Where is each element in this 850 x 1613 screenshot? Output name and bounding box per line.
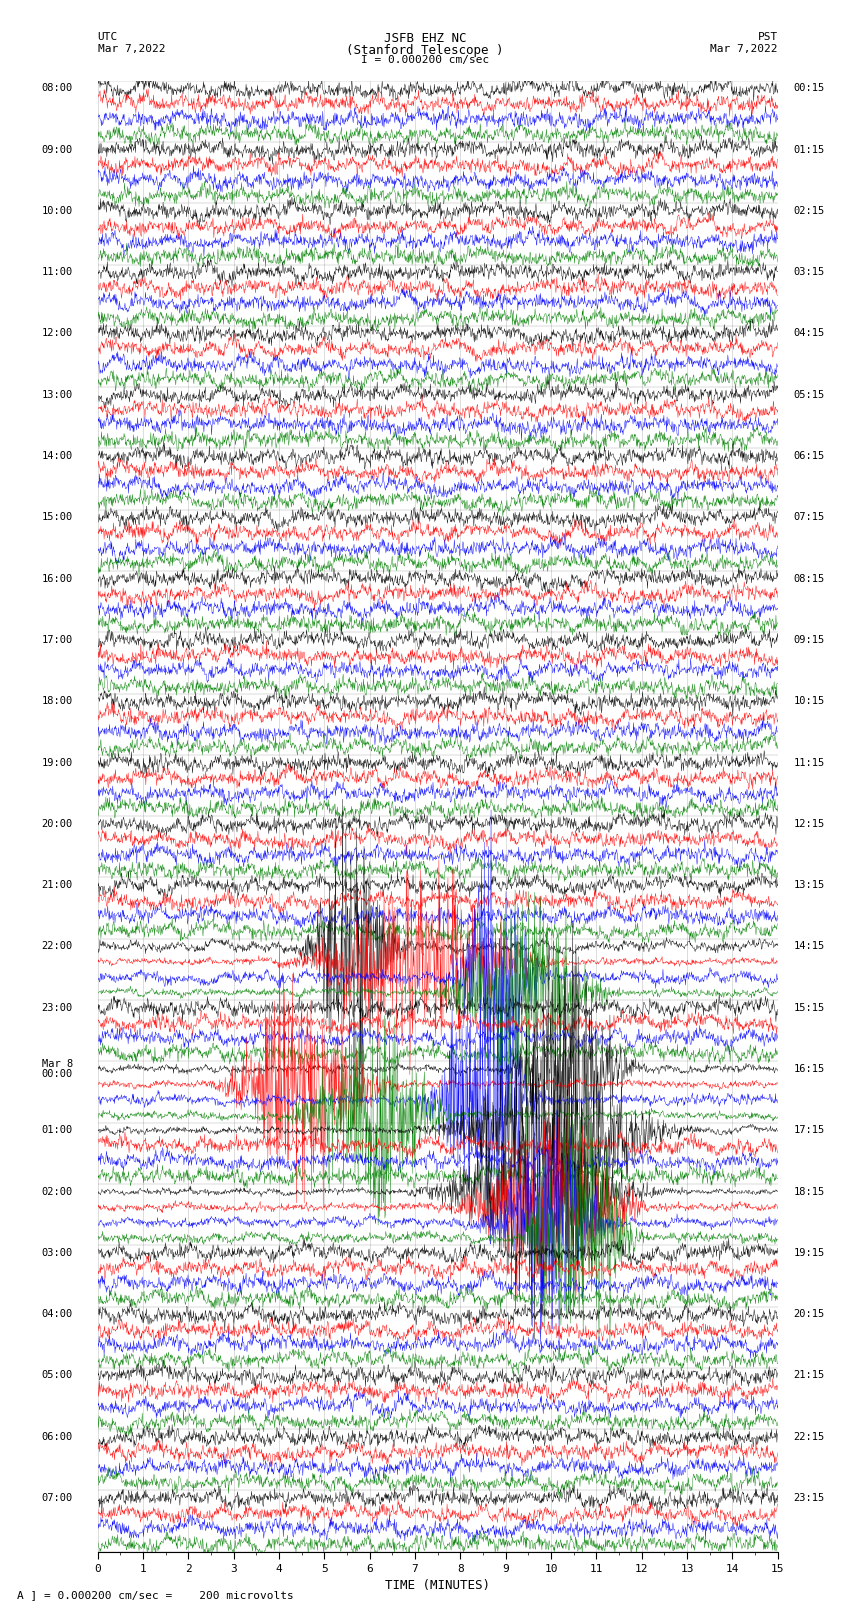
Text: Mar 7,2022: Mar 7,2022: [98, 44, 165, 53]
Text: 04:00: 04:00: [42, 1310, 73, 1319]
Text: 22:15: 22:15: [794, 1432, 824, 1442]
Text: 03:15: 03:15: [794, 268, 824, 277]
Text: 06:15: 06:15: [794, 452, 824, 461]
Text: A ] = 0.000200 cm/sec =    200 microvolts: A ] = 0.000200 cm/sec = 200 microvolts: [17, 1590, 294, 1600]
Text: 06:00: 06:00: [42, 1432, 73, 1442]
Text: Mar 8
00:00: Mar 8 00:00: [42, 1060, 73, 1079]
Text: 19:15: 19:15: [794, 1248, 824, 1258]
Text: Mar 7,2022: Mar 7,2022: [711, 44, 778, 53]
Text: 10:15: 10:15: [794, 697, 824, 706]
Text: 01:15: 01:15: [794, 145, 824, 155]
Text: 20:15: 20:15: [794, 1310, 824, 1319]
Text: 13:00: 13:00: [42, 390, 73, 400]
Text: 19:00: 19:00: [42, 758, 73, 768]
Text: PST: PST: [757, 32, 778, 42]
Text: 01:00: 01:00: [42, 1126, 73, 1136]
Text: 12:15: 12:15: [794, 819, 824, 829]
Text: (Stanford Telescope ): (Stanford Telescope ): [346, 44, 504, 56]
Text: 17:15: 17:15: [794, 1126, 824, 1136]
Text: 04:15: 04:15: [794, 329, 824, 339]
Text: 20:00: 20:00: [42, 819, 73, 829]
Text: 07:15: 07:15: [794, 513, 824, 523]
Text: 10:00: 10:00: [42, 206, 73, 216]
Text: 16:15: 16:15: [794, 1065, 824, 1074]
Text: 09:15: 09:15: [794, 636, 824, 645]
Text: 18:00: 18:00: [42, 697, 73, 706]
Text: 03:00: 03:00: [42, 1248, 73, 1258]
Text: 15:15: 15:15: [794, 1003, 824, 1013]
Text: I = 0.000200 cm/sec: I = 0.000200 cm/sec: [361, 55, 489, 65]
Text: 16:00: 16:00: [42, 574, 73, 584]
Text: 07:00: 07:00: [42, 1494, 73, 1503]
Text: 14:15: 14:15: [794, 942, 824, 952]
Text: 17:00: 17:00: [42, 636, 73, 645]
Text: 00:15: 00:15: [794, 84, 824, 94]
Text: 08:15: 08:15: [794, 574, 824, 584]
X-axis label: TIME (MINUTES): TIME (MINUTES): [385, 1579, 490, 1592]
Text: 12:00: 12:00: [42, 329, 73, 339]
Text: 02:15: 02:15: [794, 206, 824, 216]
Text: 13:15: 13:15: [794, 881, 824, 890]
Text: 11:15: 11:15: [794, 758, 824, 768]
Text: 09:00: 09:00: [42, 145, 73, 155]
Text: 05:15: 05:15: [794, 390, 824, 400]
Text: 23:15: 23:15: [794, 1494, 824, 1503]
Text: UTC: UTC: [98, 32, 118, 42]
Text: 08:00: 08:00: [42, 84, 73, 94]
Text: 21:00: 21:00: [42, 881, 73, 890]
Text: 18:15: 18:15: [794, 1187, 824, 1197]
Text: 21:15: 21:15: [794, 1371, 824, 1381]
Text: 14:00: 14:00: [42, 452, 73, 461]
Text: 05:00: 05:00: [42, 1371, 73, 1381]
Text: 15:00: 15:00: [42, 513, 73, 523]
Text: 02:00: 02:00: [42, 1187, 73, 1197]
Text: JSFB EHZ NC: JSFB EHZ NC: [383, 32, 467, 45]
Text: 11:00: 11:00: [42, 268, 73, 277]
Text: 23:00: 23:00: [42, 1003, 73, 1013]
Text: 22:00: 22:00: [42, 942, 73, 952]
